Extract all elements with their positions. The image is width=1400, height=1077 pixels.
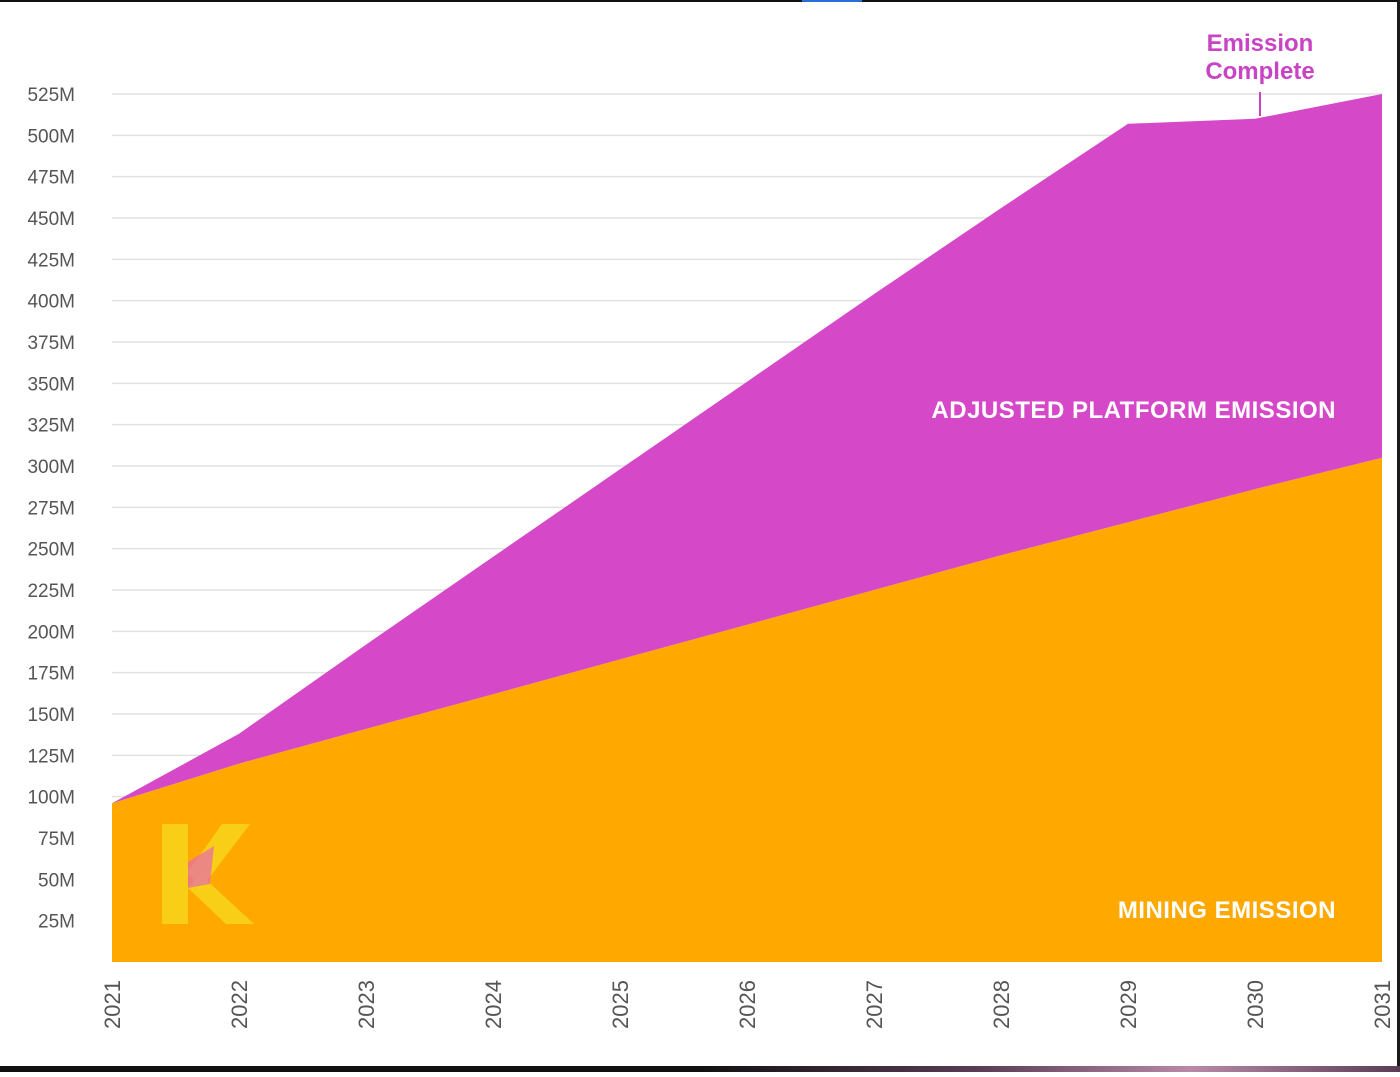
x-tick-label: 2024 — [481, 980, 506, 1029]
platform-emission-label: ADJUSTED PLATFORM EMISSION — [931, 397, 1336, 424]
mining-emission-label: MINING EMISSION — [1118, 897, 1336, 924]
y-axis-tick-labels: 525M 500M 475M 450M 425M 400M 375M 350M 325M 300M… — [27, 85, 75, 933]
x-tick-label: 2023 — [354, 980, 379, 1029]
y-tick-label: 125M — [27, 746, 75, 767]
y-tick-label: 475M — [27, 168, 75, 189]
x-tick-label: 2028 — [989, 980, 1014, 1029]
series-labels: MINING EMISSION ADJUSTED PLATFORM EMISSIO… — [931, 397, 1336, 924]
y-tick-label: 500M — [27, 126, 75, 147]
right-edge — [1397, 0, 1400, 1072]
x-tick-label: 2021 — [100, 980, 125, 1029]
y-tick-label: 25M — [38, 912, 75, 933]
annotation-line2: Complete — [1205, 58, 1314, 85]
y-tick-label: 200M — [27, 622, 75, 643]
k-logo-accent — [188, 846, 214, 888]
k-logo-lower-arm — [188, 874, 254, 924]
bottom-edge-glow — [700, 1066, 1400, 1072]
y-tick-label: 75M — [38, 829, 75, 850]
top-edge — [0, 0, 1400, 2]
y-tick-label: 525M — [27, 85, 75, 106]
x-tick-label: 2026 — [735, 980, 760, 1029]
y-tick-label: 150M — [27, 705, 75, 726]
annotation-line1: Emission — [1207, 30, 1314, 57]
k-logo-icon — [162, 824, 254, 924]
y-tick-label: 300M — [27, 457, 75, 478]
x-tick-label: 2025 — [608, 980, 633, 1029]
x-tick-label: 2029 — [1116, 980, 1141, 1029]
x-tick-label: 2027 — [862, 980, 887, 1029]
platform-emission-area — [112, 94, 1382, 804]
y-tick-label: 375M — [27, 333, 75, 354]
x-tick-label: 2030 — [1243, 980, 1268, 1029]
k-logo-stem — [162, 824, 188, 924]
top-edge-accent — [802, 0, 862, 2]
y-tick-label: 250M — [27, 540, 75, 561]
y-tick-label: 350M — [27, 374, 75, 395]
y-tick-label: 50M — [38, 870, 75, 891]
y-tick-label: 325M — [27, 416, 75, 437]
y-tick-label: 275M — [27, 498, 75, 519]
y-tick-label: 175M — [27, 664, 75, 685]
y-tick-label: 400M — [27, 292, 75, 313]
y-tick-label: 425M — [27, 250, 75, 271]
y-tick-label: 450M — [27, 209, 75, 230]
area-series — [112, 94, 1382, 962]
x-axis-tick-labels: 2021 2022 2023 2024 2025 2026 2027 2028 2029 2030… — [100, 980, 1395, 1029]
x-tick-label: 2031 — [1370, 980, 1395, 1029]
y-tick-label: 100M — [27, 788, 75, 809]
x-tick-label: 2022 — [227, 980, 252, 1029]
y-tick-label: 225M — [27, 581, 75, 602]
mining-emission-area — [112, 457, 1382, 962]
